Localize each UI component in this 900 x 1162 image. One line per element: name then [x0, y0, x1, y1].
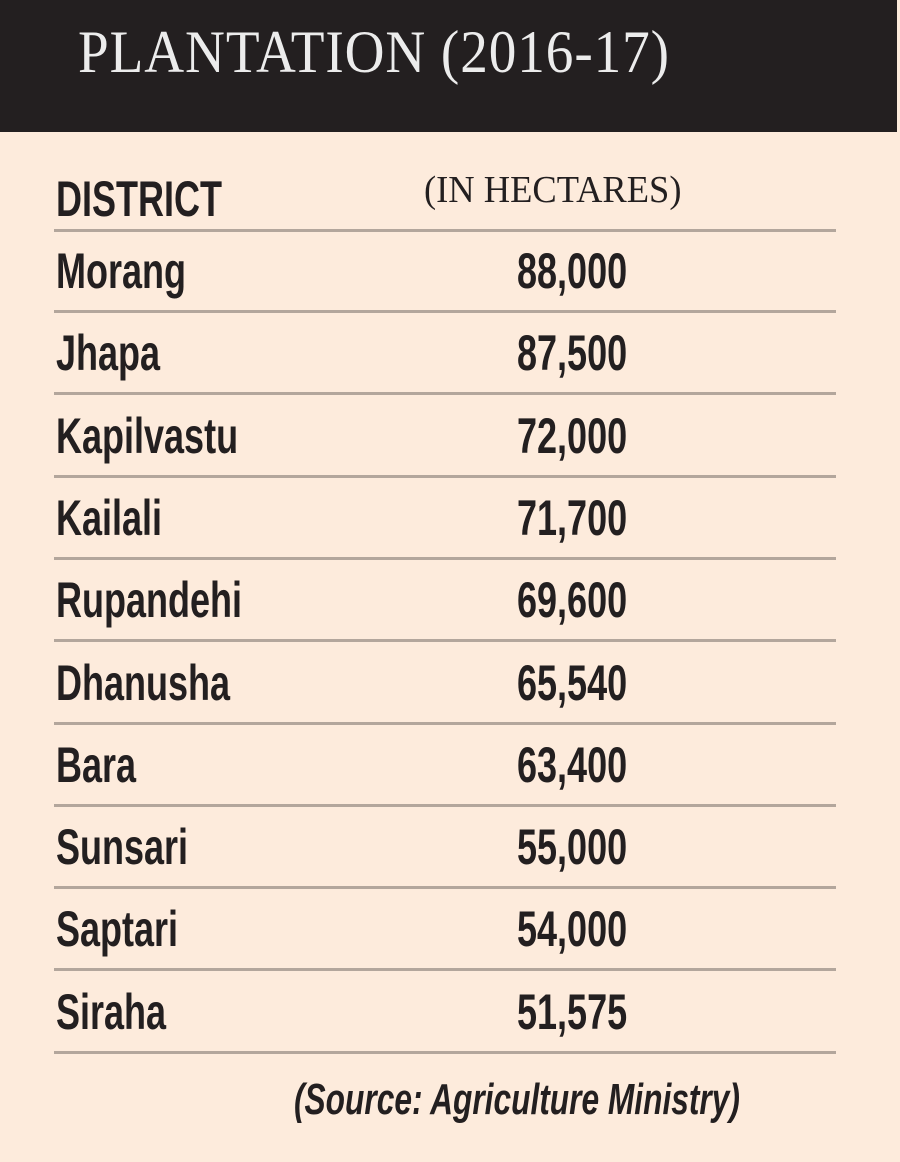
hectares-value: 87,500	[517, 325, 628, 382]
district-name: Morang	[56, 243, 186, 299]
row-divider	[54, 803, 836, 807]
header-divider	[54, 229, 484, 232]
row-divider	[54, 392, 836, 396]
district-name: Bara	[56, 736, 137, 793]
hectares-value: 72,000	[517, 407, 628, 464]
district-name: Kailali	[56, 489, 163, 546]
table-row: Siraha 51,575	[0, 973, 900, 1055]
table-row: Saptari 54,000	[0, 890, 900, 972]
column-header-hectares: (IN HECTARES)	[424, 169, 682, 211]
hectares-value: 54,000	[517, 901, 628, 958]
row-divider	[54, 1050, 836, 1054]
table-row: Kailali 71,700	[0, 479, 900, 561]
hectares-value: 55,000	[517, 819, 628, 876]
district-name: Dhanusha	[56, 654, 231, 711]
column-header-district: DISTRICT	[56, 171, 222, 227]
row-divider	[54, 721, 836, 725]
district-name: Jhapa	[56, 325, 161, 382]
table-row: Rupandehi 69,600	[0, 561, 900, 643]
table-row: Bara 63,400	[0, 726, 900, 808]
row-divider	[54, 886, 836, 890]
hectares-value: 88,000	[517, 243, 628, 299]
district-name: Sunsari	[56, 819, 189, 876]
table-row: Kapilvastu 72,000	[0, 397, 900, 479]
table-row: Sunsari 55,000	[0, 808, 900, 890]
district-name: Rupandehi	[56, 572, 242, 629]
header-divider	[484, 229, 836, 232]
table-row: Jhapa 87,500	[0, 314, 900, 396]
table-panel	[0, 132, 897, 1162]
district-name: Siraha	[56, 983, 167, 1040]
hectares-value: 51,575	[517, 983, 628, 1040]
hectares-value: 71,700	[517, 489, 628, 546]
row-divider	[54, 474, 836, 478]
table-row: Morang 88,000	[0, 232, 900, 314]
row-divider	[54, 968, 836, 972]
row-divider	[54, 310, 836, 313]
title-banner: PLANTATION (2016-17)	[0, 0, 897, 132]
hectares-value: 65,540	[517, 654, 628, 711]
hectares-value: 69,600	[517, 572, 628, 629]
source-note: (Source: Agriculture Ministry)	[294, 1075, 740, 1124]
hectares-value: 63,400	[517, 736, 628, 793]
row-divider	[54, 639, 836, 643]
row-divider	[54, 556, 836, 560]
chart-title: PLANTATION (2016-17)	[78, 19, 670, 85]
district-name: Kapilvastu	[56, 407, 239, 464]
table-row: Dhanusha 65,540	[0, 644, 900, 726]
district-name: Saptari	[56, 901, 179, 958]
